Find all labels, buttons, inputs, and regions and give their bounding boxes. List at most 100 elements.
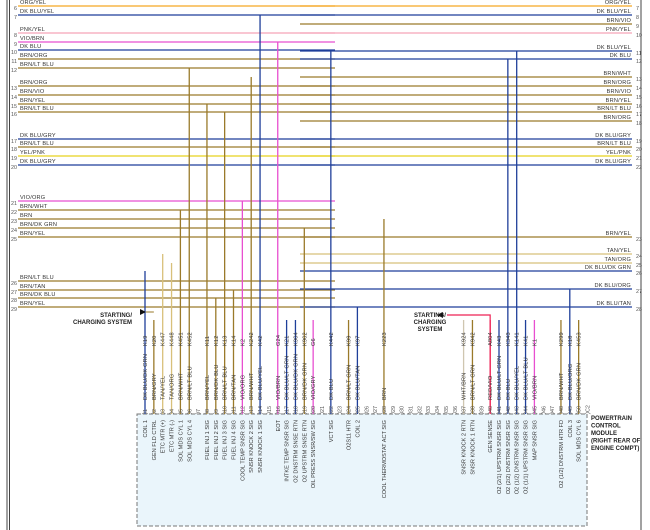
- pin-wire-color: BRN/LT BLU: [223, 366, 229, 400]
- connector-mark: [504, 411, 512, 415]
- circuit-code: K43: [497, 335, 503, 346]
- circuit-code: K11: [205, 336, 211, 346]
- row-number: 13: [11, 86, 17, 92]
- row-number: 19: [11, 156, 17, 162]
- pcm-pin-number: 14: [258, 406, 264, 412]
- connector-mark: [451, 411, 458, 415]
- row-number: 8: [636, 15, 639, 21]
- row-number: 6: [14, 6, 17, 12]
- circuit-code: G24: [276, 335, 282, 346]
- pcm-label-line5: ENGINE COMPT): [591, 446, 639, 452]
- circuit-code: K453: [577, 332, 583, 346]
- connector-mark: [540, 411, 547, 415]
- circuit-code: K343: [506, 332, 512, 346]
- row-number: 20: [11, 165, 17, 171]
- pcm-pin-number: 32: [417, 406, 423, 412]
- row-number: 10: [11, 50, 17, 56]
- circuit-code: K924: [462, 332, 468, 346]
- connector-mark: [495, 411, 503, 415]
- pcm-pin-number: 22: [329, 406, 335, 412]
- circuit-code: K41: [524, 335, 530, 346]
- row-number: 14: [636, 86, 642, 92]
- pcm-pin-function: O2 (2/1) UPSTRM SNSR SIG: [497, 420, 503, 494]
- row-number: 22: [11, 210, 17, 216]
- wire-color-label: BRN/ORG: [20, 80, 48, 86]
- connector-mark: [301, 411, 308, 415]
- connector-mark: [460, 411, 467, 415]
- row-number: 17: [11, 139, 17, 145]
- pcm-pin-number: 10: [223, 406, 229, 412]
- wire-color-label: DK BLU: [20, 44, 41, 50]
- wire-color-label: DK BLU/TAN: [596, 301, 631, 307]
- circuit-code: K452: [187, 332, 193, 346]
- circuit-code: K13: [223, 335, 229, 346]
- pin-wire-color: WHT/BRN: [462, 372, 468, 400]
- connector-mark: [345, 411, 352, 415]
- arrow-icon: [140, 309, 146, 315]
- wire-color-label: TAN/ORG: [605, 257, 631, 263]
- pcm-pin-function: FUEL INJ 4 SIG: [232, 420, 238, 460]
- row-number: 7: [636, 6, 639, 12]
- pcm-pin-function: FUEL INJ 2 SIG: [214, 420, 220, 460]
- wire-color-label: DK BLU/GRY: [20, 133, 56, 139]
- row-number: 27: [636, 289, 642, 295]
- wire-color-label: DK BLU/DK GRN: [585, 265, 631, 271]
- connector-mark: [141, 411, 149, 415]
- connector-mark: [318, 411, 326, 415]
- pcm-pin-function: SOL MDS CYL 4: [187, 420, 193, 462]
- row-number: 15: [636, 95, 642, 101]
- circuit-code: K242: [249, 332, 255, 346]
- connector-mark: [265, 411, 273, 415]
- pcm-pin-function: ETC MTR (+): [161, 420, 167, 454]
- pcm-pin-number: 24: [347, 406, 353, 412]
- row-number: 25: [11, 237, 17, 243]
- pcm-pin-number: 26: [364, 406, 370, 412]
- pcm-pin-number: 3: [161, 409, 167, 412]
- connector-mark: [239, 411, 246, 415]
- connector-mark: [186, 411, 193, 415]
- wire-color-label: BRN/YEL: [20, 301, 45, 307]
- wire-color-label: DK BLU/GRY: [20, 159, 56, 165]
- wire-color-label: BRN/VIO: [607, 18, 632, 24]
- wire-color-label: DK BLU/GRY: [595, 159, 631, 165]
- pin-wire-color: RED/VIO: [488, 375, 494, 400]
- row-number: 13: [636, 77, 642, 83]
- pin-wire-color: BRN/LT GRN: [470, 365, 476, 400]
- wire-color-label: BRN/YEL: [20, 98, 45, 104]
- row-number: 16: [11, 112, 17, 118]
- row-number: 15: [11, 104, 17, 110]
- wire-color-label: DK BLU/YEL: [20, 9, 54, 15]
- circuit-code: K20: [152, 335, 158, 346]
- wire-color-label: BRN/YEL: [606, 98, 631, 104]
- pcm-pin-number: 19: [302, 406, 308, 412]
- pin-wire-color: TAN/ORG: [170, 374, 176, 400]
- pcm-pin-function: O2 UPSTRM SNSE RTN: [302, 420, 308, 482]
- pcm-pin-number: 16: [276, 406, 282, 412]
- pcm-pin-function: EOT: [276, 419, 282, 431]
- pin-wire-color: BRN/DK GRN: [302, 363, 308, 400]
- connector-mark: [363, 411, 370, 415]
- wire-color-label: BRN/VIO: [20, 89, 45, 95]
- pcm-pin-number: 21: [320, 406, 326, 412]
- connector-mark: [256, 411, 264, 415]
- wire-color-label: VIO/BRN: [20, 36, 44, 42]
- connector-mark: [425, 411, 432, 415]
- pcm-pin-function: VCT SIG: [329, 420, 335, 442]
- row-number: 12: [11, 68, 17, 74]
- connector-mark: [168, 411, 175, 415]
- connector-mark: [380, 411, 388, 415]
- pcm-label-line1: POWERTRAIN: [591, 416, 632, 422]
- pcm-box: [136, 413, 588, 527]
- pcm-pin-number: 23: [338, 406, 344, 412]
- row-number: 9: [14, 42, 17, 48]
- pcm-pin-number: 13: [249, 406, 255, 412]
- circuit-code: K442: [329, 332, 335, 346]
- circuit-code: K141: [515, 332, 521, 346]
- pcm-label-line4: (RIGHT REAR OF: [591, 439, 641, 445]
- pcm-pin-number: 39: [479, 406, 485, 412]
- pcm-pin-number: 46: [541, 406, 547, 412]
- connector-mark: [212, 411, 219, 415]
- pcm-pin-function: GEN SENSE: [488, 420, 494, 453]
- row-number: 12: [636, 59, 642, 65]
- pcm-pin-number: 12: [240, 406, 246, 412]
